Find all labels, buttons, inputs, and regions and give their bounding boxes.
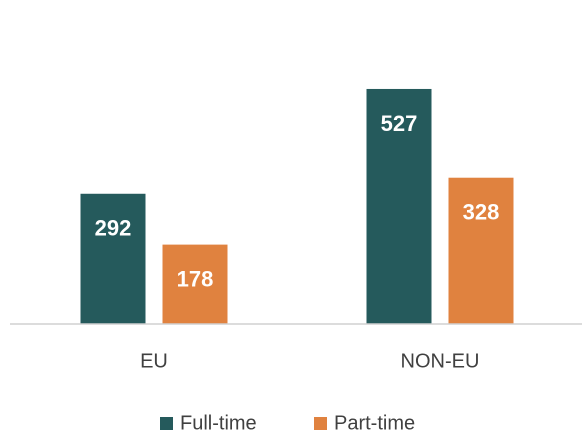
bar bbox=[366, 88, 432, 324]
bar bbox=[448, 177, 514, 324]
value-label: 328 bbox=[463, 200, 500, 225]
value-label: 527 bbox=[381, 111, 418, 136]
legend-swatch bbox=[160, 417, 173, 430]
x-tick-label: NON-EU bbox=[401, 350, 480, 372]
legend-label: Full-time bbox=[180, 412, 257, 434]
legend-swatch bbox=[314, 417, 327, 430]
value-label: 292 bbox=[95, 216, 132, 241]
value-label: 178 bbox=[177, 266, 214, 291]
x-tick-label: EU bbox=[140, 350, 168, 372]
legend-label: Part-time bbox=[334, 412, 415, 434]
bar bbox=[80, 193, 146, 324]
bar bbox=[162, 244, 228, 324]
